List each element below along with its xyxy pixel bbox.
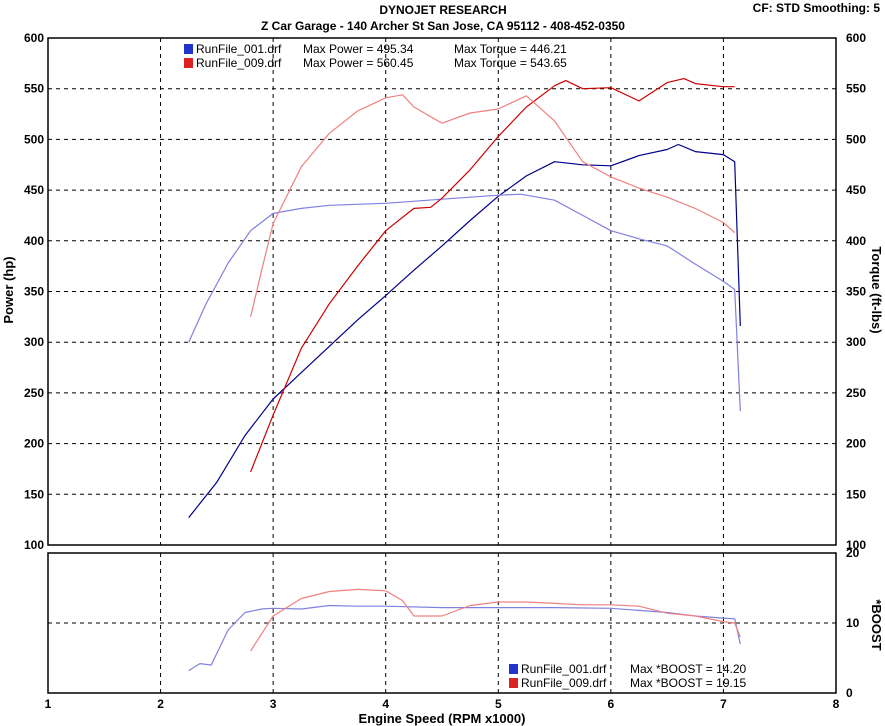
boost-tick-label: 20 bbox=[846, 546, 860, 560]
series-line-top-1 bbox=[188, 193, 741, 412]
boost-legend-value-run009: Max *BOOST = 19.15 bbox=[630, 676, 746, 690]
x-tick-label: 2 bbox=[157, 697, 164, 711]
cf-label: CF: STD Smoothing: 5 bbox=[753, 1, 881, 15]
legend-swatch-run001 bbox=[184, 44, 193, 54]
legend-file-run009: RunFile_009.drf bbox=[196, 56, 282, 70]
y-tick-label-left: 300 bbox=[24, 335, 44, 349]
legend-bottom: RunFile_001.drf Max *BOOST = 14.20 RunFi… bbox=[509, 662, 746, 690]
series-line-top-3 bbox=[250, 94, 736, 318]
y-tick-label-left: 450 bbox=[24, 183, 44, 197]
y-tick-label-right: 100 bbox=[846, 538, 866, 552]
legend-top: RunFile_001.drf Max Power = 495.34 Max T… bbox=[184, 42, 567, 70]
x-axis-label: Engine Speed (RPM x1000) bbox=[359, 711, 526, 726]
y-axis-label-left: Power (hp) bbox=[1, 256, 16, 323]
boost-legend-file-run001: RunFile_001.drf bbox=[521, 662, 607, 676]
y-tick-label-right: 300 bbox=[846, 335, 866, 349]
boost-legend-value-run001: Max *BOOST = 14.20 bbox=[630, 662, 746, 676]
series-lines bbox=[188, 77, 741, 672]
x-tick-label: 1 bbox=[45, 697, 52, 711]
boost-legend-file-run009: RunFile_009.drf bbox=[521, 676, 607, 690]
x-tick-label: 4 bbox=[382, 697, 389, 711]
x-tick-label: 7 bbox=[720, 697, 727, 711]
y-tick-label-left: 350 bbox=[24, 285, 44, 299]
grid-lines bbox=[48, 38, 836, 693]
y-tick-label-left: 600 bbox=[24, 31, 44, 45]
y-axis-label-right: Torque (ft-lbs) bbox=[869, 246, 884, 333]
x-tick-label: 8 bbox=[833, 697, 840, 711]
y-tick-label-left: 200 bbox=[24, 437, 44, 451]
y-tick-label-right: 200 bbox=[846, 437, 866, 451]
legend-torque-run009: Max Torque = 543.65 bbox=[454, 56, 567, 70]
legend-swatch-run009 bbox=[184, 58, 193, 68]
series-line-top-0 bbox=[188, 143, 741, 518]
x-tick-label: 3 bbox=[270, 697, 277, 711]
y-tick-label-right: 250 bbox=[846, 386, 866, 400]
y-tick-label-right: 400 bbox=[846, 234, 866, 248]
y-tick-label-right: 550 bbox=[846, 82, 866, 96]
boost-legend-swatch-run009 bbox=[509, 678, 518, 688]
legend-power-run001: Max Power = 495.34 bbox=[303, 42, 414, 56]
boost-axis-label: *BOOST bbox=[869, 599, 884, 650]
series-line-boost-1 bbox=[250, 588, 741, 652]
y-tick-label-left: 100 bbox=[24, 538, 44, 552]
y-tick-label-right: 150 bbox=[846, 487, 866, 501]
boost-tick-label: 0 bbox=[846, 686, 853, 700]
x-tick-label: 5 bbox=[495, 697, 502, 711]
y-tick-label-left: 500 bbox=[24, 132, 44, 146]
series-line-top-2 bbox=[250, 77, 735, 473]
y-tick-label-left: 550 bbox=[24, 82, 44, 96]
y-tick-label-right: 600 bbox=[846, 31, 866, 45]
y-tick-label-left: 150 bbox=[24, 487, 44, 501]
chart-title: DYNOJET RESEARCH bbox=[379, 3, 506, 17]
x-tick-label: 6 bbox=[608, 697, 615, 711]
y-tick-label-left: 400 bbox=[24, 234, 44, 248]
legend-torque-run001: Max Torque = 446.21 bbox=[454, 42, 567, 56]
legend-power-run009: Max Power = 560.45 bbox=[303, 56, 414, 70]
y-tick-label-right: 350 bbox=[846, 285, 866, 299]
legend-file-run001: RunFile_001.drf bbox=[196, 42, 282, 56]
chart-subtitle: Z Car Garage - 140 Archer St San Jose, C… bbox=[261, 19, 625, 33]
series-line-boost-0 bbox=[188, 604, 741, 672]
boost-tick-label: 10 bbox=[846, 616, 860, 630]
y-tick-label-left: 250 bbox=[24, 386, 44, 400]
y-tick-label-right: 450 bbox=[846, 183, 866, 197]
boost-legend-swatch-run001 bbox=[509, 664, 518, 674]
y-tick-label-right: 500 bbox=[846, 132, 866, 146]
